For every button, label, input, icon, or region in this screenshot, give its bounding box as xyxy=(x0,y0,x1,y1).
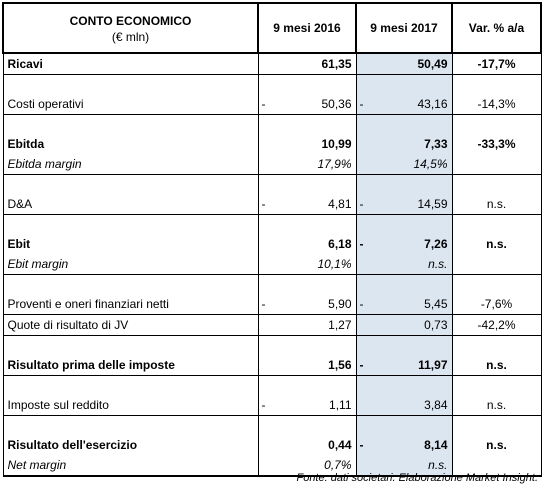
spacer-row xyxy=(2,335,542,355)
row-label: Ebitda margin xyxy=(2,154,259,175)
row-label: Ebit xyxy=(2,234,259,254)
value-2016: -5,90 xyxy=(257,294,357,315)
table-row: Ebit 6,18 -7,26 n.s. xyxy=(2,234,542,254)
header-2017: 9 mesi 2017 xyxy=(355,2,453,54)
table-row: Costi operativi -50,36 -43,16 -14,3% xyxy=(2,94,542,115)
value-2017: n.s. xyxy=(355,455,453,477)
row-label: Ebit margin xyxy=(2,254,259,275)
value-variation: n.s. xyxy=(451,194,542,215)
value-variation xyxy=(451,254,542,275)
table-row: Ebitda margin 17,9% 14,5% xyxy=(2,154,542,175)
value-2017: 3,84 xyxy=(355,395,453,416)
value-2017: n.s. xyxy=(355,254,453,275)
spacer-row xyxy=(2,174,542,194)
value-2017: 0,73 xyxy=(355,314,453,336)
value-variation: n.s. xyxy=(451,234,542,254)
row-label: Risultato prima delle imposte xyxy=(2,355,259,376)
row-label: Ebitda xyxy=(2,134,259,154)
row-label: Net margin xyxy=(2,455,259,477)
value-2017: 14,5% xyxy=(355,154,453,175)
value-2016: 0,44 xyxy=(257,435,357,455)
row-label: Ricavi xyxy=(2,53,259,75)
value-2017: -8,14 xyxy=(355,435,453,455)
value-variation: -7,6% xyxy=(451,294,542,315)
negative-marker: - xyxy=(261,197,266,211)
negative-marker: - xyxy=(261,398,266,412)
negative-marker: - xyxy=(359,237,364,251)
header-variation: Var. % a/a xyxy=(451,2,542,54)
row-label: Costi operativi xyxy=(2,94,259,115)
value-variation: -42,2% xyxy=(451,314,542,336)
value-2017: 7,33 xyxy=(355,134,453,154)
value-2016: -1,11 xyxy=(257,395,357,416)
table-row: Ebitda 10,99 7,33 -33,3% xyxy=(2,134,542,154)
value-variation xyxy=(451,455,542,477)
row-label: Proventi e oneri finanziari netti xyxy=(2,294,259,315)
spacer-row xyxy=(2,415,542,435)
value-variation xyxy=(451,154,542,175)
header-2016: 9 mesi 2016 xyxy=(257,2,357,54)
negative-marker: - xyxy=(359,297,364,311)
table-row: Ricavi 61,35 50,49 -17,7% xyxy=(2,53,542,75)
value-2016: 61,35 xyxy=(257,53,357,75)
value-2016: -4,81 xyxy=(257,194,357,215)
value-2016: 6,18 xyxy=(257,234,357,254)
value-2017: -43,16 xyxy=(355,94,453,115)
value-2016: 17,9% xyxy=(257,154,357,175)
negative-marker: - xyxy=(359,438,364,452)
table-row: Net margin 0,7% n.s. xyxy=(2,455,542,477)
value-2017: 50,49 xyxy=(355,53,453,75)
value-variation: n.s. xyxy=(451,355,542,376)
table-row: Proventi e oneri finanziari netti -5,90 … xyxy=(2,294,542,315)
table-row: Risultato dell'esercizio 0,44 -8,14 n.s. xyxy=(2,435,542,455)
table-unit: (€ mln) xyxy=(111,30,150,44)
header-title-cell: CONTO ECONOMICO (€ mln) xyxy=(2,2,259,54)
value-variation: n.s. xyxy=(451,435,542,455)
value-variation: -17,7% xyxy=(451,53,542,75)
value-variation: -33,3% xyxy=(451,134,542,154)
negative-marker: - xyxy=(261,97,266,111)
source-note: Fonte: dati societari. Elaborazione Mark… xyxy=(296,472,538,484)
negative-marker: - xyxy=(359,97,364,111)
value-2017: -7,26 xyxy=(355,234,453,254)
row-label: Risultato dell'esercizio xyxy=(2,435,259,455)
negative-marker: - xyxy=(359,197,364,211)
negative-marker: - xyxy=(261,297,266,311)
row-label: Imposte sul reddito xyxy=(2,395,259,416)
table-title: CONTO ECONOMICO xyxy=(69,14,192,28)
table-row: Risultato prima delle imposte 1,56 -11,9… xyxy=(2,355,542,376)
row-label: Quote di risultato di JV xyxy=(2,314,259,336)
table-row: D&A -4,81 -14,59 n.s. xyxy=(2,194,542,215)
value-2017: -11,97 xyxy=(355,355,453,376)
table-row: Quote di risultato di JV 1,27 0,73 -42,2… xyxy=(2,314,542,336)
table-row: Ebit margin 10,1% n.s. xyxy=(2,254,542,275)
value-2016: 10,99 xyxy=(257,134,357,154)
spacer-row xyxy=(2,214,542,234)
spacer-row xyxy=(2,375,542,395)
income-statement-table: CONTO ECONOMICO (€ mln) 9 mesi 2016 9 me… xyxy=(2,2,542,477)
value-2016: 1,27 xyxy=(257,314,357,336)
negative-marker: - xyxy=(359,358,364,372)
value-variation: -14,3% xyxy=(451,94,542,115)
value-2016: -50,36 xyxy=(257,94,357,115)
spacer-row xyxy=(2,114,542,134)
row-label: D&A xyxy=(2,194,259,215)
value-2016: 1,56 xyxy=(257,355,357,376)
table-header-row: CONTO ECONOMICO (€ mln) 9 mesi 2016 9 me… xyxy=(2,2,542,54)
spacer-row xyxy=(2,74,542,94)
value-2017: -5,45 xyxy=(355,294,453,315)
value-variation: n.s. xyxy=(451,395,542,416)
value-2017: -14,59 xyxy=(355,194,453,215)
value-2016: 10,1% xyxy=(257,254,357,275)
table-row: Imposte sul reddito -1,11 3,84 n.s. xyxy=(2,395,542,416)
spacer-row xyxy=(2,274,542,294)
